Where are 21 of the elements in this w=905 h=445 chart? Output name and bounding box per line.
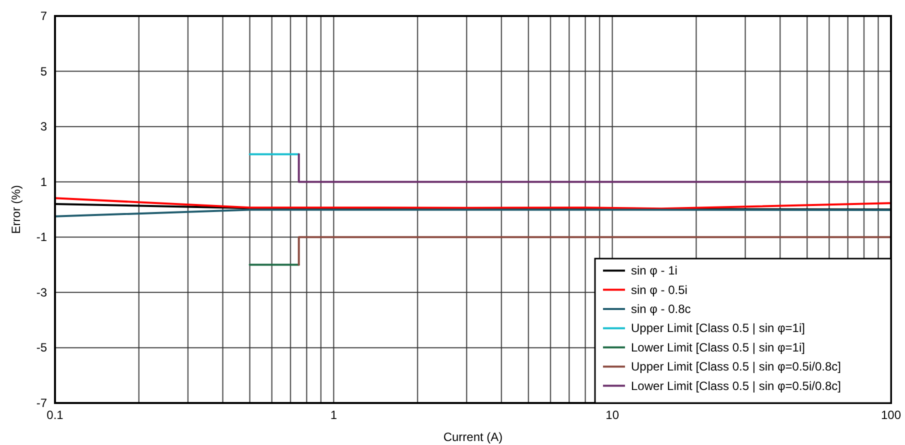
- legend-label: sin φ - 0.5i: [631, 282, 688, 297]
- x-tick-label: 1: [330, 408, 338, 422]
- y-tick-label: 3: [40, 120, 48, 134]
- y-tick-label: 5: [40, 64, 48, 78]
- x-tick-label: 10: [606, 408, 620, 422]
- x-tick-label: 100: [880, 408, 902, 422]
- y-tick-label: -3: [36, 285, 48, 300]
- y-tick-label: -7: [36, 396, 48, 410]
- x-axis-title: Current (A): [443, 430, 503, 444]
- legend-label: Lower Limit [Class 0.5 | sin φ=1i]: [631, 340, 805, 354]
- legend-label: sin φ - 0.8c: [631, 302, 691, 316]
- legend-label: sin φ - 1i: [631, 264, 678, 278]
- y-tick-label: -5: [36, 340, 48, 355]
- legend-label: Upper Limit [Class 0.5 | sin φ=0.5i/0.8c]: [631, 360, 841, 374]
- x-tick-label: 0.1: [46, 408, 64, 422]
- legend-label: Lower Limit [Class 0.5 | sin φ=0.5i/0.8c]: [631, 378, 841, 393]
- y-tick-label: -1: [36, 230, 48, 244]
- y-tick-label: 7: [40, 9, 48, 23]
- y-axis-title: Error (%): [9, 185, 23, 234]
- y-tick-label: 1: [40, 174, 48, 189]
- legend-label: Upper Limit [Class 0.5 | sin φ=1i]: [631, 321, 805, 336]
